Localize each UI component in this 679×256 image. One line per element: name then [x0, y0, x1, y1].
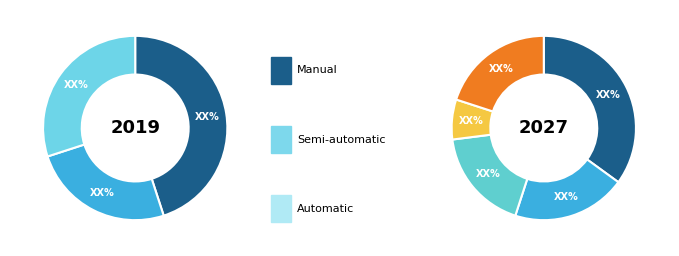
Bar	[271, 57, 291, 84]
Wedge shape	[452, 100, 493, 140]
Text: XX%: XX%	[489, 64, 513, 74]
Wedge shape	[452, 135, 528, 216]
Wedge shape	[43, 36, 135, 156]
Wedge shape	[48, 145, 164, 220]
Text: XX%: XX%	[596, 90, 621, 100]
Wedge shape	[515, 159, 619, 220]
Text: XX%: XX%	[554, 192, 579, 202]
Bar	[271, 126, 291, 153]
Wedge shape	[456, 36, 544, 111]
Text: XX%: XX%	[195, 112, 219, 122]
Text: XX%: XX%	[459, 116, 483, 126]
Wedge shape	[544, 36, 636, 182]
Bar	[271, 195, 291, 222]
Text: XX%: XX%	[475, 169, 500, 179]
Text: 2027: 2027	[519, 119, 569, 137]
Text: 2019: 2019	[110, 119, 160, 137]
Wedge shape	[135, 36, 227, 216]
Text: XX%: XX%	[64, 80, 89, 90]
Text: Manual: Manual	[297, 65, 337, 76]
Text: XX%: XX%	[90, 188, 115, 198]
Text: Semi-automatic: Semi-automatic	[297, 134, 386, 145]
Text: Automatic: Automatic	[297, 204, 354, 214]
